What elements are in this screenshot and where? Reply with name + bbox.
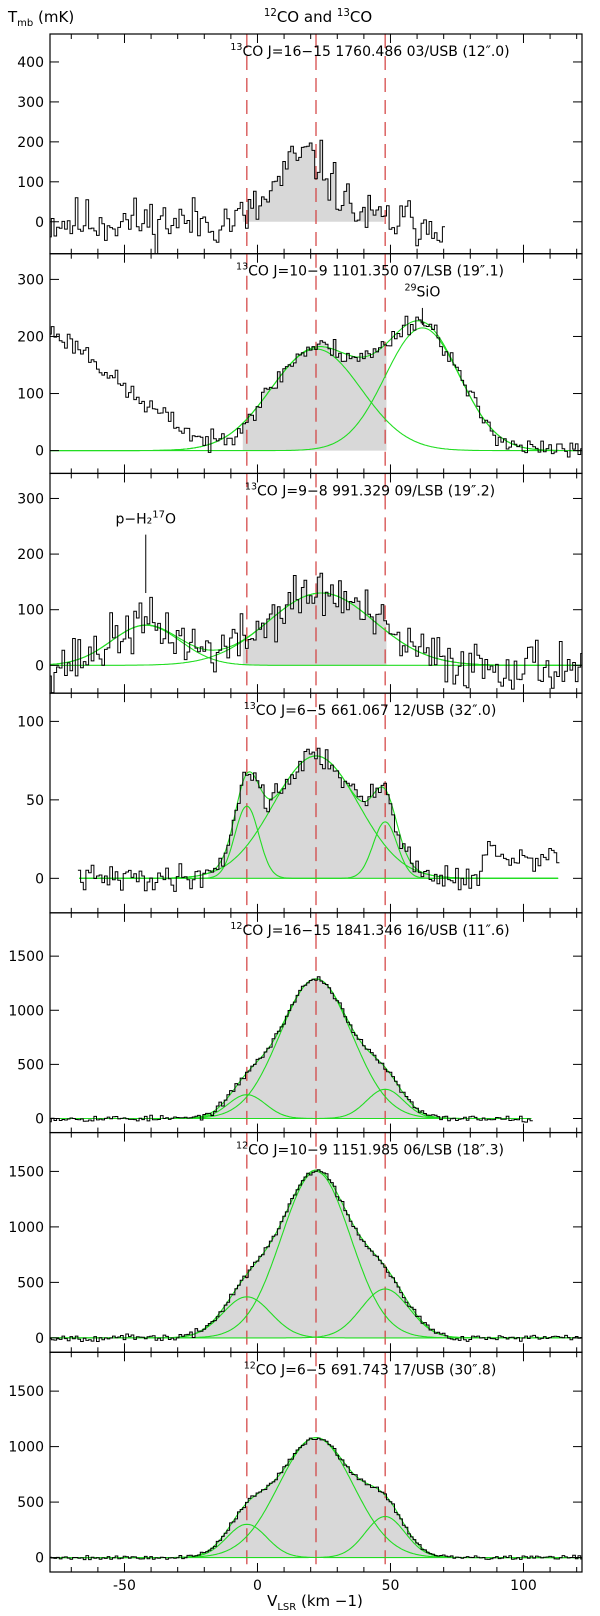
gaussian-fit-total <box>50 1169 582 1339</box>
y-tick-label: 1500 <box>8 1384 44 1400</box>
spectrum-line <box>50 1169 582 1342</box>
y-tick-label: 300 <box>17 491 44 507</box>
spectrum-panel-6: 0 500 1000 1500 12CO J=10−9 1151.985 06/LSB … <box>8 1131 583 1353</box>
transition-label: 12CO J=6−5 691.743 17/USB (30″.8) <box>244 1360 497 1378</box>
y-tick-label: 50 <box>26 793 44 809</box>
y-tick-label: 100 <box>17 714 44 730</box>
spectrum-line <box>50 572 582 694</box>
integrated-area <box>176 1438 459 1558</box>
y-tick-label: 200 <box>17 135 44 151</box>
chart-title: 12CO and 13CO <box>264 8 372 26</box>
plot-area <box>50 912 533 1133</box>
x-axis-label: VLSR (km −1) <box>267 1592 363 1613</box>
spectrum-panel-4: 0 50 100 13CO J=6−5 661.067 12/USB (32″.0) <box>17 692 583 914</box>
spectrum-panel-2: 0 100 200 300 13CO J=10−9 1101.350 07/LSB (1… <box>17 253 583 475</box>
x-tick-label: 0 <box>253 1578 262 1594</box>
y-tick-label: 1000 <box>8 1440 44 1456</box>
plot-area <box>50 1132 582 1353</box>
y-tick-label: 100 <box>17 175 44 191</box>
y-tick-label: 0 <box>35 444 44 460</box>
y-tick-label: 0 <box>35 1551 44 1567</box>
spectrum-panel-1: 0 100 200 300 400 13CO J=16−15 1760.486 03/US… <box>17 33 583 255</box>
spectrum-line <box>50 1437 582 1561</box>
transition-label: 13CO J=9−8 991.329 09/LSB (19″.2) <box>245 481 495 499</box>
y-tick-label: 0 <box>35 1331 44 1347</box>
integrated-area <box>208 748 430 879</box>
spectrum-line <box>50 976 533 1123</box>
spectrum-line <box>50 315 582 458</box>
spectrum-panel-5: 0 500 1000 1500 12CO J=16−15 1841.346 16/USB… <box>8 912 583 1134</box>
spectrum-panel-3: 0 100 200 300 13CO J=9−8 991.329 09/LSB (19″… <box>17 472 583 694</box>
y-tick-label: 500 <box>17 1057 44 1073</box>
plot-area <box>50 1352 582 1572</box>
y-tick-label: 1500 <box>8 1164 44 1180</box>
integrated-area <box>242 140 384 222</box>
y-tick-label: 1000 <box>8 1220 44 1236</box>
y-tick-label: 500 <box>17 1495 44 1511</box>
gaussian-fit-total <box>50 592 582 666</box>
y-tick-label: 0 <box>35 215 44 231</box>
y-tick-label: 0 <box>35 1112 44 1128</box>
transition-label: 12CO J=10−9 1151.985 06/LSB (18″.3) <box>236 1141 504 1159</box>
plot-area <box>50 34 445 254</box>
y-tick-label: 1500 <box>8 949 44 965</box>
integrated-area <box>242 573 387 666</box>
panel-frame <box>49 1351 583 1573</box>
integrated-area <box>242 339 387 451</box>
y-tick-label: 300 <box>17 272 44 288</box>
x-tick-label: -50 <box>113 1578 136 1594</box>
spectrum-line <box>50 139 445 254</box>
transition-label: 13CO J=6−5 661.067 12/USB (32″.0) <box>244 701 497 719</box>
x-tick-label: 50 <box>382 1578 400 1594</box>
y-tick-label: 0 <box>35 871 44 887</box>
y-tick-label: 300 <box>17 95 44 111</box>
transition-label: 13CO J=16−15 1760.486 03/USB (12″.0) <box>230 42 509 60</box>
line-annotation: 29SiO <box>404 283 440 301</box>
y-tick-label: 200 <box>17 547 44 563</box>
line-annotation: p−H₂17O <box>115 509 176 527</box>
plot-area <box>50 473 582 694</box>
transition-label: 12CO J=16−15 1841.346 16/USB (11″.6) <box>230 921 509 939</box>
spectrum-panel-7: 0 500 1000 1500 12CO J=6−5 691.743 17/USB (3… <box>8 1351 583 1573</box>
y-tick-label: 500 <box>17 1275 44 1291</box>
integrated-area <box>176 976 459 1119</box>
plot-area <box>50 253 582 474</box>
plot-area <box>77 693 560 913</box>
y-axis-label: Tmb (mK) <box>7 8 74 29</box>
y-tick-label: 100 <box>17 387 44 403</box>
y-tick-label: 200 <box>17 329 44 345</box>
y-tick-label: 100 <box>17 603 44 619</box>
x-tick-label: 100 <box>510 1578 537 1594</box>
y-tick-label: 400 <box>17 55 44 71</box>
y-tick-label: 0 <box>35 658 44 674</box>
y-tick-label: 1000 <box>8 1003 44 1019</box>
gaussian-fit-total <box>79 755 559 879</box>
spectra-panels: 0 100 200 300 400 13CO J=16−15 1760.486 03/US… <box>8 33 583 1594</box>
spectrum-line <box>77 747 560 892</box>
transition-label: 13CO J=10−9 1101.350 07/LSB (19″.1) <box>236 262 504 280</box>
